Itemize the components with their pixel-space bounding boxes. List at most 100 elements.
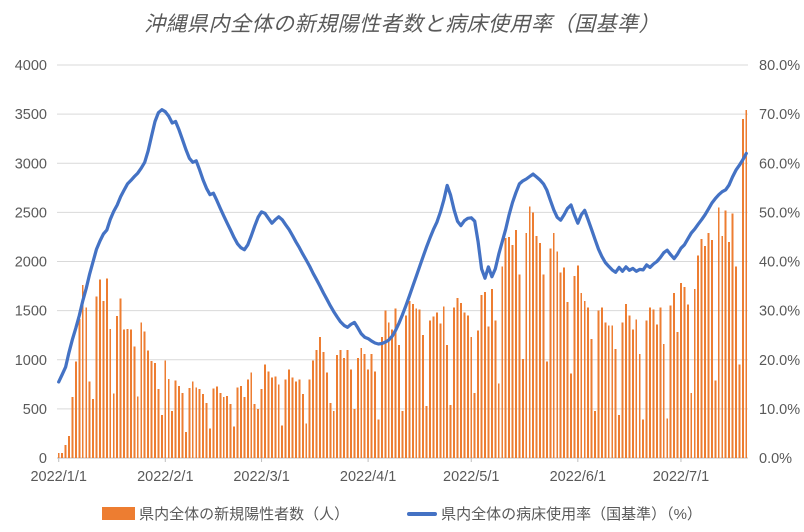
bar xyxy=(370,353,373,458)
bar xyxy=(315,349,318,458)
bar xyxy=(308,379,311,458)
bar xyxy=(374,371,376,458)
bar xyxy=(215,386,218,458)
line-series xyxy=(57,108,748,384)
y-right-tick-label: 10.0% xyxy=(759,402,800,418)
bar xyxy=(288,369,290,458)
bar xyxy=(556,251,559,458)
y-right-tick-label: 70.0% xyxy=(759,107,800,123)
bar xyxy=(446,345,449,458)
bar xyxy=(71,396,74,458)
y-left-tick-label: 2500 xyxy=(15,205,47,221)
bar xyxy=(160,414,163,458)
bar xyxy=(607,325,610,458)
y-right-tick-label: 0.0% xyxy=(759,451,792,467)
bar xyxy=(74,361,77,458)
bar xyxy=(226,396,229,458)
bar xyxy=(360,347,363,458)
legend: 県内全体の新規陽性者数（人） 県内全体の病床使用率（国基準）（%） xyxy=(0,503,804,524)
bar xyxy=(99,279,101,458)
y-left-tick-label: 500 xyxy=(23,402,47,418)
bar xyxy=(628,315,631,458)
bar xyxy=(459,302,462,458)
bar xyxy=(535,235,538,458)
bar xyxy=(597,310,600,459)
y-right-tick-label: 20.0% xyxy=(759,353,800,369)
line-path xyxy=(57,108,748,384)
bar xyxy=(88,381,91,458)
x-tick-label: 2022/2/1 xyxy=(137,469,193,485)
bar xyxy=(594,410,596,458)
bar xyxy=(480,294,483,458)
bar xyxy=(181,393,184,458)
bar xyxy=(501,266,504,458)
bar xyxy=(116,316,119,458)
bar xyxy=(590,339,593,458)
bar xyxy=(422,335,425,458)
bar xyxy=(274,376,277,458)
bar xyxy=(174,380,177,458)
bar xyxy=(418,309,421,458)
bar xyxy=(532,212,535,459)
bar xyxy=(714,380,717,458)
bar xyxy=(387,322,390,458)
bar xyxy=(356,357,359,458)
bar xyxy=(322,351,325,458)
bar xyxy=(264,364,266,458)
bar xyxy=(95,296,98,458)
bar xyxy=(250,372,253,458)
bar xyxy=(717,207,720,458)
bar xyxy=(635,319,638,458)
bar xyxy=(728,241,731,458)
bar xyxy=(415,308,418,458)
x-tick-label: 2022/7/1 xyxy=(653,469,709,485)
bar xyxy=(494,320,497,458)
bar xyxy=(202,394,205,458)
bar xyxy=(566,301,569,458)
bar xyxy=(504,237,507,458)
bar xyxy=(233,426,235,458)
bar xyxy=(600,307,603,458)
bar xyxy=(298,379,301,458)
bar xyxy=(477,330,480,458)
bar xyxy=(449,404,452,458)
bar xyxy=(473,393,476,458)
bar xyxy=(367,369,370,458)
bar xyxy=(377,419,380,458)
bar xyxy=(332,410,335,458)
bar xyxy=(487,326,490,458)
bar xyxy=(662,344,665,458)
bar xyxy=(171,410,174,458)
bar xyxy=(105,278,108,458)
bar xyxy=(549,248,552,458)
bar xyxy=(470,337,473,458)
y-left-tick-label: 1000 xyxy=(15,353,47,369)
bar xyxy=(521,358,524,458)
bar xyxy=(267,371,270,458)
bar xyxy=(394,308,397,458)
x-axis xyxy=(57,457,748,462)
bar xyxy=(721,235,724,458)
bar xyxy=(490,289,493,458)
bar xyxy=(693,289,696,458)
bar xyxy=(398,345,401,458)
bar xyxy=(222,397,225,458)
bar xyxy=(631,329,634,458)
bar xyxy=(442,306,445,458)
bar xyxy=(659,307,662,458)
bar xyxy=(123,329,125,458)
bar xyxy=(239,385,242,458)
y-left-tick-label: 0 xyxy=(39,451,47,467)
bar xyxy=(112,393,115,458)
bar xyxy=(140,322,143,458)
bar-series xyxy=(57,110,748,459)
bar xyxy=(738,364,741,458)
bar xyxy=(154,363,156,458)
bar xyxy=(126,329,129,458)
bar xyxy=(528,206,531,458)
bar xyxy=(336,354,339,458)
bar xyxy=(260,389,263,458)
bar xyxy=(92,399,95,458)
bar xyxy=(439,323,442,458)
